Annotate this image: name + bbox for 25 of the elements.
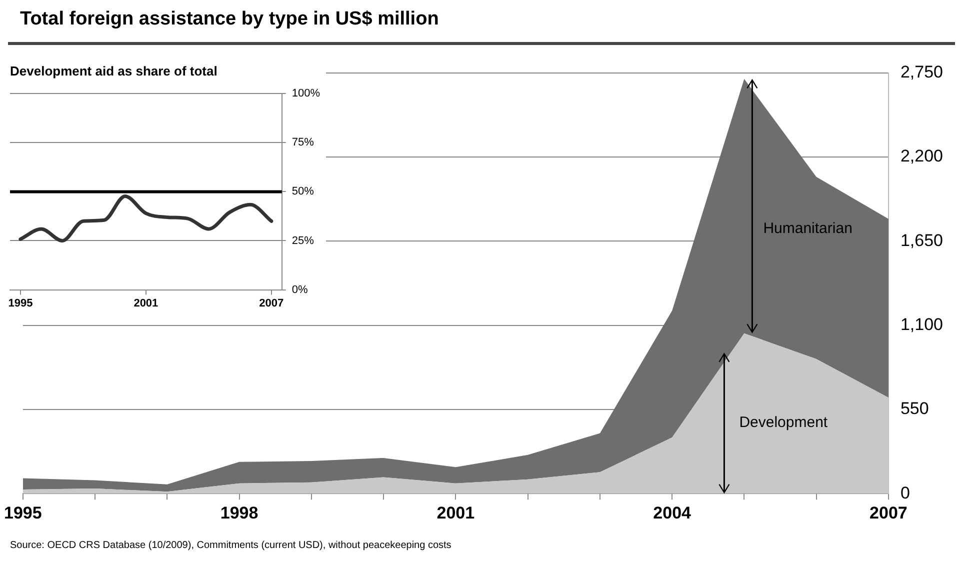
y-tick-label: 25%	[292, 234, 314, 247]
y-tick-label: 0	[900, 483, 910, 502]
y-tick-label: 550	[900, 399, 929, 418]
y-tick-label: 100%	[292, 88, 320, 100]
y-tick-label: 2,750	[900, 62, 944, 82]
y-tick-label: 1,100	[900, 314, 944, 334]
y-tick-label: 50%	[292, 186, 314, 198]
line-series	[18, 194, 274, 242]
x-tick-label: 2007	[870, 503, 908, 522]
chart-title: Development aid as share of total	[10, 63, 218, 78]
x-tick-label: 2001	[436, 503, 475, 522]
x-tick-label: 2007	[259, 297, 284, 310]
y-tick-label: 0%	[292, 284, 308, 296]
x-tick-label: 2004	[653, 503, 692, 522]
x-tick-label: 1998	[220, 503, 258, 522]
source-note: Source: OECD CRS Database (10/2009), Commitments (current USD), without peacekeeping costs	[10, 540, 452, 551]
x-tick-label: 2001	[134, 297, 158, 310]
x-tick-label: 1995	[4, 503, 42, 522]
series-label: Humanitarian	[763, 220, 852, 238]
chart-title: Total foreign assistance by type in US$ million	[20, 8, 439, 30]
x-tick-label: 1995	[8, 297, 33, 310]
y-tick-label: 1,650	[900, 230, 944, 250]
y-tick-label: 2,200	[900, 146, 944, 166]
series-label: Development	[739, 414, 828, 432]
y-tick-label: 75%	[292, 136, 314, 149]
